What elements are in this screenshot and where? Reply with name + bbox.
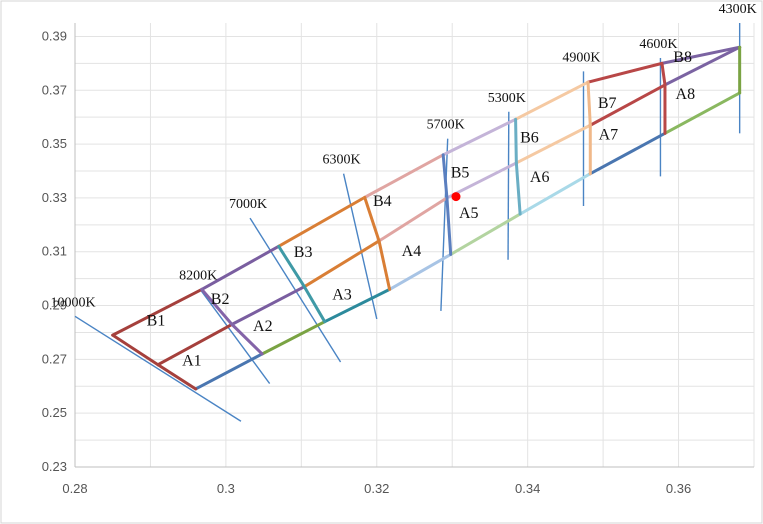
lower-boundary-segment <box>518 172 592 216</box>
bin-label-b: B7 <box>598 95 617 112</box>
cct-label: 6300K <box>323 153 361 168</box>
bin-label-a: A1 <box>182 353 202 370</box>
lower-boundary-segment <box>323 287 392 324</box>
bin-label-a: A3 <box>332 287 352 304</box>
bin-label-b: B8 <box>673 49 692 66</box>
upper-boundary-segment <box>514 80 590 121</box>
middle-boundary-segment <box>445 161 518 200</box>
bin-label-b: B2 <box>211 291 230 308</box>
cct-label: 7000K <box>229 197 267 212</box>
cct-label: 8200K <box>179 268 217 283</box>
y-tick-label: 0.25 <box>42 405 67 420</box>
cct-label: 10000K <box>50 295 95 310</box>
bin-label-a: A8 <box>676 86 696 103</box>
cct-isoline <box>440 138 449 311</box>
cct-label: 4300K <box>719 2 757 17</box>
middle-boundary-segment <box>663 45 742 87</box>
bin-label-b: B3 <box>294 244 313 261</box>
x-tick-label: 0.32 <box>364 481 389 496</box>
bin-divider-lower <box>445 196 453 256</box>
cct-isoline <box>342 173 378 320</box>
middle-boundary-segment <box>230 285 306 326</box>
upper-boundary-segment <box>660 45 742 65</box>
bin-divider-lower <box>156 363 198 391</box>
bin-divider-lower <box>514 161 522 216</box>
bin-label-a: A6 <box>530 169 550 186</box>
upper-boundary-segment <box>363 153 445 199</box>
bin-label-a: A2 <box>253 318 273 335</box>
measured-point <box>451 192 461 202</box>
lower-boundary-segment <box>194 352 264 391</box>
lower-boundary-segment <box>663 91 742 135</box>
upper-boundary-segment <box>441 117 518 157</box>
bin-label-b: B5 <box>451 165 470 182</box>
y-tick-label: 0.31 <box>42 244 67 259</box>
bin-divider-upper <box>514 117 518 165</box>
bin-divider-upper <box>200 287 234 326</box>
cct-label: 5700K <box>427 118 465 133</box>
upper-boundary-segment <box>586 61 664 84</box>
cct-label: 4900K <box>562 50 600 65</box>
bin-label-a: A7 <box>599 127 619 144</box>
y-tick-label: 0.39 <box>42 28 67 43</box>
upper-boundary-segment <box>200 244 281 291</box>
bin-label-b: B4 <box>373 193 392 210</box>
bin-label-a: A4 <box>402 243 422 260</box>
middle-boundary-segment <box>156 322 234 367</box>
lower-boundary-segment <box>260 320 327 356</box>
upper-boundary-segment <box>111 287 204 337</box>
bin-label-b: B1 <box>147 313 166 330</box>
cct-isolines <box>74 23 741 422</box>
x-tick-label: 0.3 <box>217 481 235 496</box>
middle-boundary-segment <box>588 83 667 127</box>
y-tick-label: 0.23 <box>42 459 67 474</box>
cct-isoline <box>507 111 510 260</box>
y-tick-label: 0.29 <box>42 298 67 313</box>
bin-label-b: B6 <box>520 130 539 147</box>
lower-boundary-segment <box>449 212 522 256</box>
bin-divider-upper <box>363 195 381 243</box>
middle-boundary-segment <box>302 239 381 289</box>
bin-boundaries <box>111 45 742 391</box>
middle-boundary-segment <box>377 196 449 243</box>
cct-label: 5300K <box>488 91 526 106</box>
gridlines <box>74 23 755 468</box>
y-tick-label: 0.37 <box>42 82 67 97</box>
upper-boundary-segment <box>277 195 367 248</box>
lower-boundary-segment <box>588 131 667 176</box>
bin-divider-upper <box>111 333 160 367</box>
x-tick-label: 0.34 <box>515 481 540 496</box>
bin-divider-lower <box>302 285 327 324</box>
cct-isoline <box>74 315 242 422</box>
text-labels: 0.28 0.3 0.32 0.34 0.36 0.23 0.25 0.27 0.29 0.31 0… <box>42 2 757 496</box>
bin-divider-upper <box>277 244 306 289</box>
bin-label-a: A5 <box>459 205 479 222</box>
bin-divider-lower <box>377 239 392 291</box>
bin-divider-upper <box>586 80 592 127</box>
bin-divider-upper <box>660 61 667 87</box>
cct-isoline <box>199 288 271 384</box>
y-tick-label: 0.35 <box>42 136 67 151</box>
x-tick-label: 0.36 <box>666 481 691 496</box>
bin-divider-upper <box>441 153 449 200</box>
y-tick-label: 0.27 <box>42 351 67 366</box>
middle-boundary-segment <box>514 123 592 165</box>
lower-boundary-segment <box>388 252 453 291</box>
bin-divider-lower <box>230 322 264 356</box>
cct-label: 4600K <box>639 37 677 52</box>
y-tick-label: 0.33 <box>42 190 67 205</box>
x-tick-label: 0.28 <box>62 481 87 496</box>
